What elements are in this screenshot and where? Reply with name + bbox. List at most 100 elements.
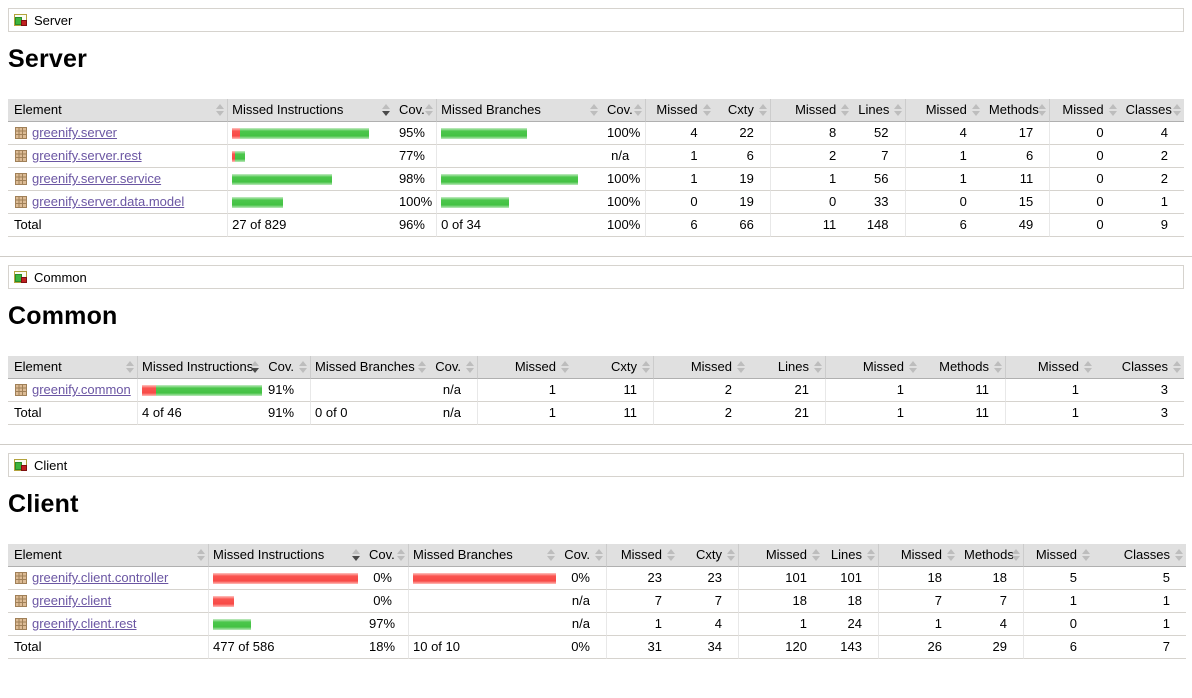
column-header-8[interactable]: Lines: [852, 99, 905, 122]
package-link[interactable]: greenify.server.service: [32, 171, 162, 186]
column-header-label: Element: [14, 102, 62, 117]
column-header-label: Missed Instructions: [142, 359, 254, 374]
total-counter-cell: 11: [572, 402, 653, 425]
counter-cell: 5: [1023, 567, 1093, 590]
total-counter-cell: 1: [1005, 402, 1095, 425]
package-link[interactable]: greenify.client.controller: [32, 570, 169, 585]
sort-icon: [893, 104, 902, 116]
column-header-10[interactable]: Methods: [982, 99, 1050, 122]
counter-cell: 1: [1093, 613, 1186, 636]
column-header-4[interactable]: Cov.: [601, 99, 646, 122]
total-missed-instructions: 27 of 829: [227, 214, 393, 237]
sort-icon: [667, 549, 675, 561]
section-divider: [0, 444, 1192, 445]
counter-cell: 2: [653, 379, 748, 402]
column-header-1[interactable]: Missed Instructions: [137, 356, 262, 379]
counter-cell: 23: [606, 567, 678, 590]
column-header-0[interactable]: Element: [8, 544, 208, 567]
counter-cell: 101: [823, 567, 878, 590]
column-header-2[interactable]: Cov.: [363, 544, 408, 567]
column-header-10[interactable]: Methods: [958, 544, 1023, 567]
counter-cell: 1: [738, 613, 823, 636]
missed-bar-segment: [232, 128, 241, 140]
column-header-7[interactable]: Missed: [769, 99, 853, 122]
column-header-8[interactable]: Lines: [823, 544, 878, 567]
column-header-12[interactable]: Classes: [1093, 544, 1186, 567]
breadcrumb-label: Common: [34, 269, 87, 285]
counter-cell: 1: [477, 379, 572, 402]
column-header-0[interactable]: Element: [8, 99, 228, 122]
column-header-1[interactable]: Missed Instructions: [208, 544, 363, 567]
counter-cell: 1: [1023, 590, 1093, 613]
column-header-9[interactable]: Missed: [878, 544, 958, 567]
covered-bar-segment: [441, 197, 510, 209]
package-link[interactable]: greenify.server.rest: [32, 148, 142, 163]
column-header-11[interactable]: Missed: [1023, 544, 1093, 567]
total-branch-coverage: 100%: [601, 214, 646, 237]
column-header-3[interactable]: Missed Branches: [310, 356, 429, 379]
column-header-5[interactable]: Missed: [477, 356, 572, 379]
branch-coverage-cell: n/a: [558, 613, 606, 636]
counter-cell: 21: [748, 379, 825, 402]
column-header-4[interactable]: Cov.: [429, 356, 477, 379]
column-header-label: Missed: [656, 102, 698, 117]
column-header-2[interactable]: Cov.: [262, 356, 310, 379]
column-header-0[interactable]: Element: [8, 356, 137, 379]
column-header-6[interactable]: Cxty: [678, 544, 738, 567]
counter-cell: 23: [678, 567, 738, 590]
total-counter-cell: 1: [477, 402, 572, 425]
package-link[interactable]: greenify.common: [32, 382, 131, 397]
branch-coverage-cell: 100%: [601, 191, 646, 214]
branch-coverage-cell: n/a: [558, 590, 606, 613]
column-header-9[interactable]: Missed: [825, 356, 920, 379]
column-header-label: Lines: [830, 547, 862, 562]
sort-icon: [397, 549, 405, 561]
sort-icon: [994, 361, 1002, 373]
sort-icon: [251, 361, 259, 373]
total-counter-cell: 11: [769, 214, 853, 237]
column-header-3[interactable]: Missed Branches: [436, 99, 601, 122]
column-header-11[interactable]: Missed: [1049, 99, 1120, 122]
column-header-9[interactable]: Missed: [904, 99, 983, 122]
column-header-label: Missed: [862, 359, 904, 374]
sort-icon: [867, 549, 875, 561]
total-instruction-coverage: 96%: [392, 214, 437, 237]
package-link[interactable]: greenify.server: [32, 125, 118, 140]
column-header-7[interactable]: Missed: [738, 544, 823, 567]
column-header-1[interactable]: Missed Instructions: [227, 99, 393, 122]
column-header-4[interactable]: Cov.: [558, 544, 606, 567]
column-header-5[interactable]: Missed: [606, 544, 678, 567]
column-header-2[interactable]: Cov.: [392, 99, 437, 122]
column-header-6[interactable]: Cxty: [572, 356, 653, 379]
column-header-12[interactable]: Classes: [1095, 356, 1184, 379]
coverage-bar: [232, 197, 284, 209]
sort-icon: [812, 549, 820, 561]
column-header-7[interactable]: Missed: [653, 356, 748, 379]
total-missed-instructions: 477 of 586: [208, 636, 363, 659]
package-link[interactable]: greenify.client.rest: [32, 616, 137, 631]
column-header-5[interactable]: Missed: [645, 99, 714, 122]
package-link[interactable]: greenify.server.data.model: [32, 194, 185, 209]
package-icon: [14, 172, 28, 186]
page-title: Common: [8, 302, 118, 330]
column-header-8[interactable]: Lines: [748, 356, 825, 379]
instruction-coverage-cell: 77%: [392, 145, 437, 168]
package-icon: [14, 195, 28, 209]
instruction-coverage-cell: 97%: [363, 613, 408, 636]
sort-icon: [1175, 549, 1183, 561]
coverage-bar: [441, 174, 579, 186]
column-header-6[interactable]: Cxty: [713, 99, 770, 122]
counter-cell: 52: [852, 122, 905, 145]
total-row: Total 27 of 829 96% 0 of 34 100% 6 66 11 148 6 49 0…: [8, 214, 1184, 237]
table-row: greenify.client 0% n/a 7 7 18 18 7 7 1 1: [8, 590, 1186, 613]
column-header-11[interactable]: Missed: [1005, 356, 1095, 379]
branch-coverage-cell: 100%: [601, 122, 646, 145]
table-row: greenify.client.controller 0% 0% 23 23 101 101…: [8, 567, 1186, 590]
counter-cell: 18: [878, 567, 958, 590]
covered-bar-segment: [232, 197, 284, 209]
section-server: Server Server Element Missed Instructions Co…: [8, 8, 1184, 237]
column-header-10[interactable]: Methods: [920, 356, 1005, 379]
column-header-3[interactable]: Missed Branches: [408, 544, 558, 567]
package-link[interactable]: greenify.client: [32, 593, 112, 608]
column-header-12[interactable]: Classes: [1119, 99, 1184, 122]
